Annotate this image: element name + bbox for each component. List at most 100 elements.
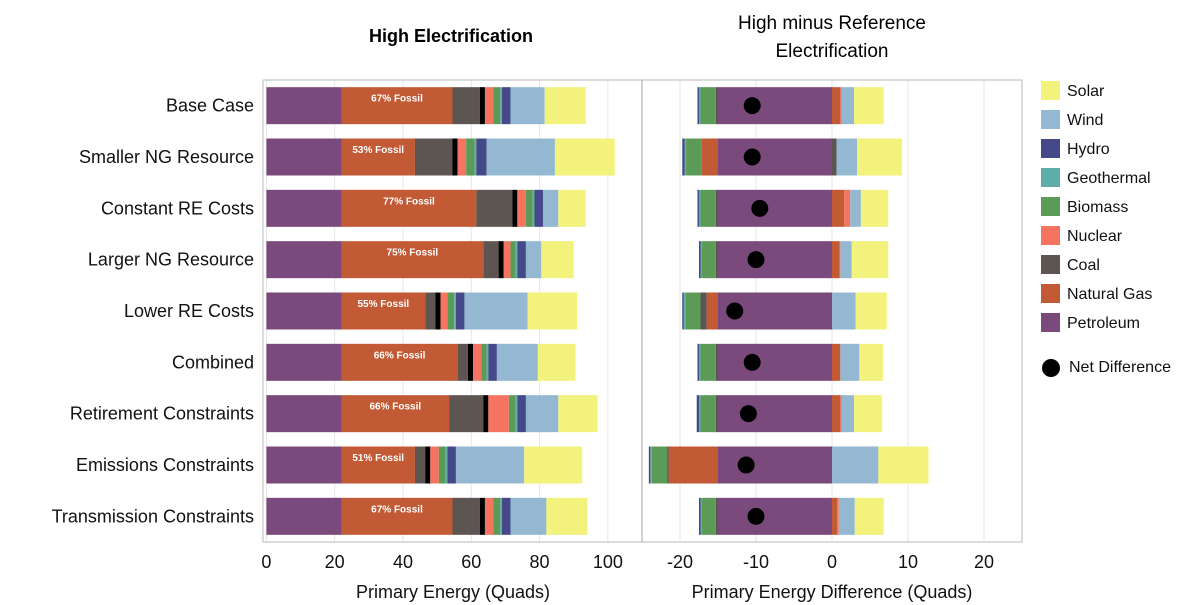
- right-bar-biomass-lower-re-costs: [685, 292, 701, 330]
- right-bar-solar-lower-re-costs: [855, 292, 887, 330]
- right-bar-natural-gas-larger-ng-resource: [832, 241, 840, 279]
- left-bar-coal-base-case: [452, 87, 480, 125]
- right-bar-wind-larger-ng-resource: [840, 241, 852, 279]
- left-bar-petroleum-emissions-constraints: [266, 446, 342, 484]
- right-bar-coal-retirement-constraints: [715, 395, 718, 433]
- left-x-axis-label: Primary Energy (Quads): [356, 582, 550, 602]
- legend-label-coal: Coal: [1067, 257, 1100, 274]
- right-bar-wind-retirement-constraints: [841, 395, 855, 433]
- right-bar-natural-gas-emissions-constraints: [668, 446, 718, 484]
- left-bar-solar-combined: [537, 343, 576, 381]
- right-bar-wind-constant-re-costs: [850, 189, 861, 227]
- left-bar-gap-retirement-constraints: [483, 395, 489, 433]
- left-bar-petroleum-retirement-constraints: [266, 395, 342, 433]
- net-difference-point-larger-ng-resource: [747, 251, 765, 269]
- left-bar-biomass-base-case: [493, 87, 501, 125]
- category-label-constant-re-costs: Constant RE Costs: [101, 198, 254, 218]
- right-bar-nuclear-retirement-constraints: [840, 395, 842, 433]
- legend-swatch-net-difference: [1042, 359, 1060, 377]
- right-bar-natural-gas-transmission-constraints: [832, 497, 838, 535]
- right-bar-nuclear-base-case: [840, 87, 842, 125]
- left-bar-natural-gas-emissions-constraints: [341, 446, 415, 484]
- legend-label-geothermal: Geothermal: [1067, 170, 1151, 187]
- left-bar-nuclear-larger-ng-resource: [503, 241, 511, 279]
- right-bar-nuclear-larger-ng-resource: [839, 241, 841, 279]
- left-bar-wind-constant-re-costs: [542, 189, 559, 227]
- right-bar-solar-smaller-ng-resource: [857, 138, 902, 176]
- right-bar-coal-combined: [715, 343, 718, 381]
- left-bar-petroleum-base-case: [266, 87, 342, 125]
- right-bar-petroleum-smaller-ng-resource: [718, 138, 832, 176]
- legend-swatch-nuclear: [1041, 226, 1060, 245]
- left-panel-title: High Electrification: [369, 26, 533, 46]
- left-x-tick-label: 60: [461, 552, 481, 572]
- left-bar-hydro-base-case: [502, 87, 511, 125]
- net-difference-point-combined: [743, 353, 761, 371]
- left-bar-gap-transmission-constraints: [479, 497, 485, 535]
- legend-swatch-natural-gas: [1041, 284, 1060, 303]
- left-bar-natural-gas-retirement-constraints: [341, 395, 450, 433]
- right-x-tick-label: -20: [667, 552, 693, 572]
- left-bar-natural-gas-constant-re-costs: [341, 189, 477, 227]
- left-bar-solar-constant-re-costs: [558, 189, 586, 227]
- category-label-larger-ng-resource: Larger NG Resource: [88, 250, 254, 270]
- right-bar-coal-smaller-ng-resource: [832, 138, 837, 176]
- right-x-tick-label: 10: [898, 552, 918, 572]
- left-bar-biomass-larger-ng-resource: [510, 241, 516, 279]
- right-x-tick-label: -10: [743, 552, 769, 572]
- left-bar-gap-base-case: [479, 87, 485, 125]
- left-bar-hydro-combined: [488, 343, 497, 381]
- left-bar-coal-emissions-constraints: [414, 446, 426, 484]
- right-bar-wind-combined: [840, 343, 860, 381]
- left-bar-geothermal-emissions-constraints: [445, 446, 448, 484]
- left-bar-geothermal-combined: [486, 343, 489, 381]
- legend-swatch-hydro: [1041, 139, 1060, 158]
- right-bar-hydro-combined: [697, 343, 699, 381]
- right-bar-biomass-retirement-constraints: [700, 395, 716, 433]
- right-bar-biomass-transmission-constraints: [702, 497, 716, 535]
- left-bar-nuclear-combined: [472, 343, 482, 381]
- left-bar-nuclear-emissions-constraints: [430, 446, 439, 484]
- fossil-label-combined: 66% Fossil: [374, 350, 426, 361]
- fossil-label-smaller-ng-resource: 53% Fossil: [352, 145, 404, 156]
- right-bar-geothermal-retirement-constraints: [699, 395, 701, 433]
- right-bar-geothermal-constant-re-costs: [699, 189, 701, 227]
- left-bar-wind-base-case: [510, 87, 545, 125]
- category-label-transmission-constraints: Transmission Constraints: [52, 506, 254, 526]
- left-bar-solar-emissions-constraints: [524, 446, 583, 484]
- left-bar-wind-retirement-constraints: [525, 395, 559, 433]
- left-panel: 0 20 40 60 80 100 67% Fossil 53% Fossil 77% Foss…: [261, 80, 623, 572]
- left-bar-geothermal-constant-re-costs: [532, 189, 535, 227]
- legend-swatch-petroleum: [1041, 313, 1060, 332]
- net-difference-point-smaller-ng-resource: [743, 148, 761, 166]
- right-x-tick-label: 20: [974, 552, 994, 572]
- right-bar-biomass-emissions-constraints: [651, 446, 668, 484]
- net-difference-point-transmission-constraints: [747, 507, 765, 525]
- net-difference-point-emissions-constraints: [737, 456, 755, 474]
- right-x-axis-label: Primary Energy Difference (Quads): [692, 582, 973, 602]
- right-bar-coal-emissions-constraints: [667, 446, 669, 484]
- left-bar-natural-gas-combined: [341, 343, 458, 381]
- left-bar-natural-gas-transmission-constraints: [341, 497, 453, 535]
- category-labels: Base Case Smaller NG Resource Constant RE …: [52, 96, 254, 527]
- left-bar-biomass-retirement-constraints: [508, 395, 516, 433]
- left-bar-geothermal-lower-re-costs: [454, 292, 456, 330]
- left-bar-coal-constant-re-costs: [476, 189, 513, 227]
- left-bar-nuclear-retirement-constraints: [488, 395, 509, 433]
- fossil-label-transmission-constraints: 67% Fossil: [371, 504, 423, 515]
- right-bar-solar-larger-ng-resource: [851, 241, 889, 279]
- left-bar-hydro-smaller-ng-resource: [476, 138, 487, 176]
- category-label-smaller-ng-resource: Smaller NG Resource: [79, 147, 254, 167]
- right-bar-solar-constant-re-costs: [860, 189, 889, 227]
- left-bar-natural-gas-smaller-ng-resource: [341, 138, 415, 176]
- net-difference-point-lower-re-costs: [726, 302, 744, 320]
- left-bar-geothermal-transmission-constraints: [500, 497, 503, 535]
- right-panel-title-line-2: Electrification: [776, 41, 889, 62]
- left-bar-biomass-transmission-constraints: [493, 497, 501, 535]
- legend-label-net-difference: Net Difference: [1069, 359, 1171, 376]
- left-bar-natural-gas-lower-re-costs: [341, 292, 426, 330]
- legend-label-natural-gas: Natural Gas: [1067, 286, 1152, 303]
- right-bar-biomass-smaller-ng-resource: [686, 138, 702, 176]
- legend-swatch-geothermal: [1041, 168, 1060, 187]
- left-bar-wind-emissions-constraints: [455, 446, 525, 484]
